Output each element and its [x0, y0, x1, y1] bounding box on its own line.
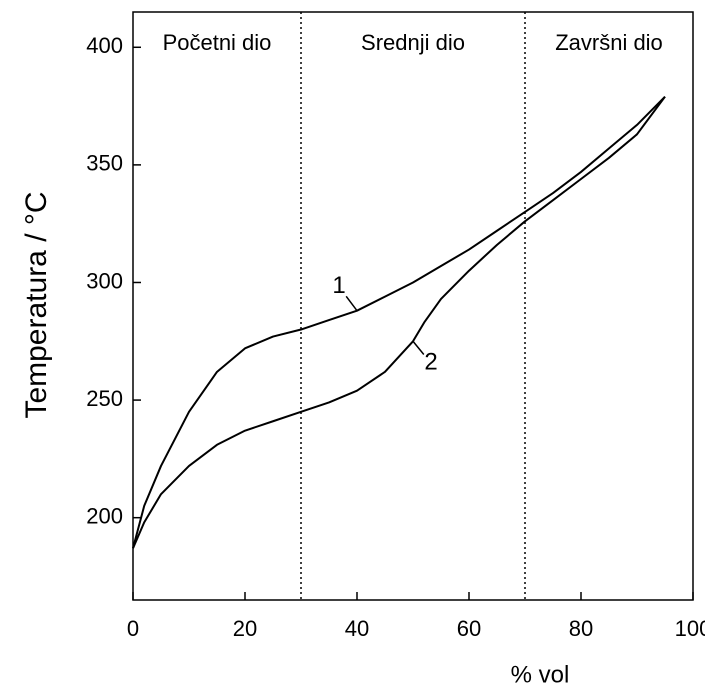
curve-label: 2 [424, 349, 437, 376]
annotation-leader [412, 340, 425, 355]
y-tick-label: 300 [86, 268, 123, 293]
plot-frame [132, 11, 694, 601]
curve-label: 1 [332, 272, 345, 299]
x-tick-label: 100 [675, 616, 705, 641]
y-tick-label: 250 [86, 386, 123, 411]
region-label: Srednji dio [361, 30, 465, 55]
x-tick-label: 0 [127, 616, 139, 641]
x-tick-label: 60 [457, 616, 481, 641]
y-tick-label: 350 [86, 151, 123, 176]
line-series [132, 96, 666, 549]
x-tick-label: 20 [233, 616, 257, 641]
y-axis-label: Temperatura / °C [20, 191, 53, 418]
region-label: Početni dio [163, 30, 272, 55]
region-label: Završni dio [555, 30, 663, 55]
x-axis-label: % vol [511, 661, 570, 688]
x-tick-label: 80 [569, 616, 593, 641]
y-tick-label: 200 [86, 503, 123, 528]
line-series [132, 95, 666, 549]
annotation-leader [345, 295, 358, 312]
y-tick-label: 400 [86, 33, 123, 58]
x-tick-label: 40 [345, 616, 369, 641]
